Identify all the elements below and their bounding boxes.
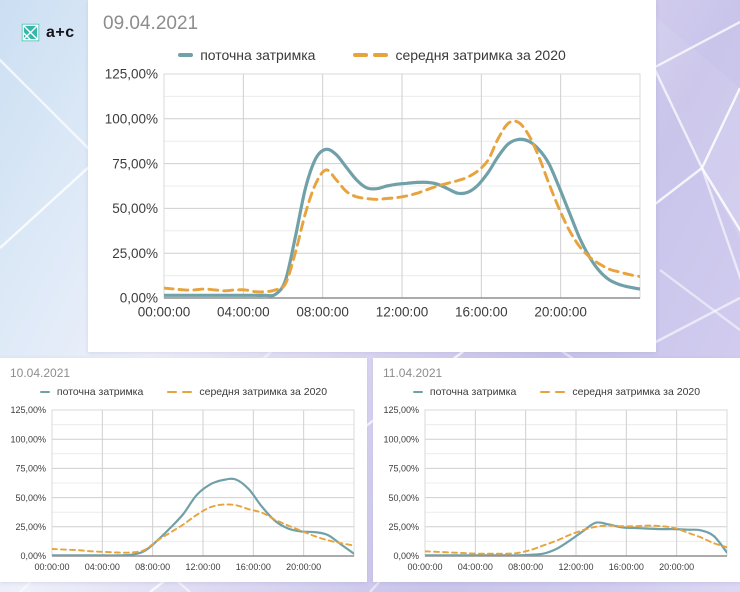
svg-text:12:00:00: 12:00:00 (185, 562, 220, 572)
svg-text:04:00:00: 04:00:00 (458, 562, 493, 572)
svg-text:00:00:00: 00:00:00 (34, 562, 69, 572)
legend-swatch-dashed-icon (167, 390, 193, 394)
legend-label: поточна затримка (200, 47, 316, 63)
legend-item-avg-2020[interactable]: середня затримка за 2020 (167, 386, 327, 398)
chart-title-date: 09.04.2021 (103, 13, 199, 34)
legend-label: поточна затримка (56, 386, 144, 398)
svg-text:12:00:00: 12:00:00 (376, 305, 429, 320)
svg-text:20:00:00: 20:00:00 (659, 562, 694, 572)
svg-text:04:00:00: 04:00:00 (85, 562, 120, 572)
line-chart-canvas-left: 0,00% 25,00% 50,00% 75,00% 100,00% 125,00% 00:… (4, 404, 362, 581)
legend-item-current-delay[interactable]: поточна затримка (39, 386, 144, 398)
svg-text:75,00%: 75,00% (388, 464, 419, 474)
legend-item-avg-2020[interactable]: середня затримка за 2020 (540, 386, 700, 398)
svg-text:04:00:00: 04:00:00 (217, 305, 270, 320)
svg-text:0,00%: 0,00% (20, 551, 46, 561)
svg-text:12:00:00: 12:00:00 (558, 562, 593, 572)
legend-item-avg-2020[interactable]: середня затримка за 2020 (353, 47, 566, 63)
svg-text:125,00%: 125,00% (383, 405, 419, 415)
svg-text:0,00%: 0,00% (120, 291, 158, 306)
svg-text:20:00:00: 20:00:00 (286, 562, 321, 572)
chart-card-left: 10.04.2021 поточна затримка середня затр… (0, 358, 367, 582)
legend-label: середня затримка за 2020 (395, 47, 566, 63)
legend-swatch-solid-icon (412, 390, 423, 394)
svg-text:75,00%: 75,00% (112, 156, 158, 171)
svg-text:00:00:00: 00:00:00 (138, 305, 191, 320)
chart-legend: поточна затримка середня затримка за 202… (88, 47, 656, 63)
svg-text:50,00%: 50,00% (15, 493, 46, 503)
svg-text:08:00:00: 08:00:00 (296, 305, 349, 320)
legend-label: середня затримка за 2020 (572, 386, 701, 398)
chart-title-date: 10.04.2021 (10, 366, 71, 380)
svg-text:50,00%: 50,00% (112, 201, 158, 216)
svg-text:125,00%: 125,00% (105, 67, 158, 82)
svg-text:25,00%: 25,00% (112, 246, 158, 261)
svg-text:50,00%: 50,00% (388, 493, 419, 503)
svg-text:08:00:00: 08:00:00 (135, 562, 170, 572)
legend-swatch-dashed-icon (540, 390, 566, 394)
svg-text:100,00%: 100,00% (383, 434, 419, 444)
chart-legend: поточна затримка середня затримка за 202… (373, 386, 740, 398)
brand-logo: a+c (21, 23, 75, 42)
svg-text:00:00:00: 00:00:00 (407, 562, 442, 572)
chart-card-main: 09.04.2021 поточна затримка середня затр… (88, 0, 656, 352)
legend-swatch-solid-icon (178, 53, 194, 57)
legend-item-current-delay[interactable]: поточна затримка (178, 47, 315, 63)
legend-item-current-delay[interactable]: поточна затримка (412, 386, 517, 398)
chart-legend: поточна затримка середня затримка за 202… (0, 386, 367, 398)
brand-logo-text: a+c (46, 23, 75, 41)
svg-text:75,00%: 75,00% (15, 464, 46, 474)
chart-title-date: 11.04.2021 (383, 366, 443, 380)
line-chart-canvas-right: 0,00% 25,00% 50,00% 75,00% 100,00% 125,00% 00:… (377, 404, 735, 581)
svg-text:16:00:00: 16:00:00 (609, 562, 644, 572)
svg-text:100,00%: 100,00% (10, 434, 46, 444)
svg-text:25,00%: 25,00% (15, 522, 46, 532)
chart-card-right: 11.04.2021 поточна затримка середня затр… (373, 358, 740, 582)
legend-label: середня затримка за 2020 (199, 386, 328, 398)
svg-text:08:00:00: 08:00:00 (508, 562, 543, 572)
legend-label: поточна затримка (429, 386, 517, 398)
brand-logo-icon (21, 23, 40, 42)
svg-text:100,00%: 100,00% (105, 112, 158, 127)
svg-text:16:00:00: 16:00:00 (236, 562, 271, 572)
line-chart-canvas-main: 0,00% 25,00% 50,00% 75,00% 100,00% 125,00% 00:… (96, 66, 648, 331)
svg-text:125,00%: 125,00% (10, 405, 46, 415)
legend-swatch-solid-icon (39, 390, 50, 394)
svg-text:16:00:00: 16:00:00 (455, 305, 508, 320)
svg-text:20:00:00: 20:00:00 (534, 305, 587, 320)
legend-swatch-dashed-icon (353, 53, 389, 57)
svg-text:0,00%: 0,00% (393, 551, 419, 561)
svg-text:25,00%: 25,00% (388, 522, 419, 532)
